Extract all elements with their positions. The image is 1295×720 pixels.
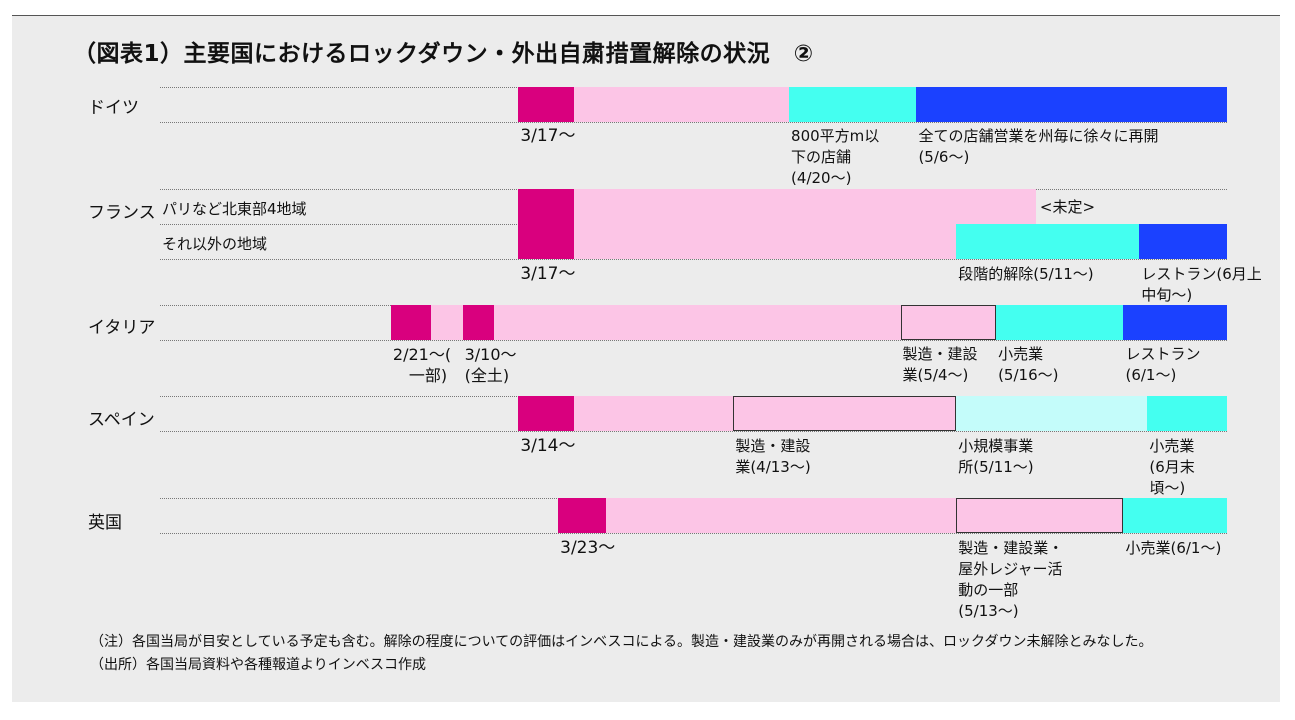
timeline-bar-segment <box>789 87 917 122</box>
timeline-bar-segment <box>1139 224 1227 259</box>
timeline-bar-segment <box>390 305 431 340</box>
timeline-bar-segment <box>574 189 1036 224</box>
timeline-annotation: 小規模事業 所(5/11～) <box>958 437 1034 476</box>
country-label: フランス <box>88 203 156 223</box>
timeline-bar-segment <box>605 498 957 533</box>
chart-title: （図表1）主要国におけるロックダウン・外出自粛措置解除の状況 ② <box>73 41 814 67</box>
row-guide-line <box>160 431 1227 432</box>
timeline-annotation: 3/23～ <box>560 538 616 558</box>
timeline-bar-segment <box>574 87 790 122</box>
timeline-annotation: 製造・建設 業(4/13～) <box>735 437 811 476</box>
timeline-bar-segment <box>574 224 957 259</box>
timeline-bar-segment <box>462 305 495 340</box>
timeline-bar-segment <box>518 87 575 122</box>
timeline-bar-segment <box>996 305 1124 340</box>
timeline-annotation: 3/17～ <box>520 126 576 146</box>
timeline-bar-segment <box>956 396 1148 431</box>
country-label: イタリア <box>88 318 156 338</box>
region-label: パリなど北東部4地域 <box>162 200 307 218</box>
country-label: 英国 <box>88 513 122 533</box>
timeline-bar-segment <box>956 224 1140 259</box>
timeline-bar-segment <box>1123 498 1227 533</box>
row-guide-line <box>160 340 1227 341</box>
footnote: （注）各国当局が目安としている予定も含む。解除の程度についての評価はインベスコに… <box>90 634 1153 650</box>
timeline-bar-segment <box>1147 396 1227 431</box>
row-guide-line <box>160 259 1227 260</box>
timeline-bar-segment <box>574 396 734 431</box>
row-guide-line <box>160 122 1227 123</box>
source-note: （出所）各国当局資料や各種報道よりインベスコ作成 <box>90 657 426 673</box>
timeline-bar-segment <box>956 498 1124 533</box>
country-label: スペイン <box>88 410 155 430</box>
timeline-annotation: 800平方m以 下の店舗 (4/20～) <box>791 127 880 187</box>
timeline-annotation: レストラン (6/1～) <box>1125 345 1201 384</box>
timeline-annotation: 3/10～ (全土) <box>464 345 517 385</box>
timeline-bar-segment <box>1123 305 1227 340</box>
row-guide-line <box>160 533 1227 534</box>
timeline-annotation: 小売業 (6月末 頃～) <box>1149 437 1195 497</box>
timeline-annotation: 製造・建設業・ 屋外レジャー活 動の一部 (5/13～) <box>958 539 1064 620</box>
timeline-annotation: 小売業 (5/16～) <box>998 345 1059 384</box>
timeline-bar-segment <box>430 305 463 340</box>
timeline-bar-segment <box>518 396 575 431</box>
timeline-annotation: 小売業(6/1～) <box>1125 539 1222 557</box>
top-rule <box>12 15 1280 16</box>
timeline-bar-segment <box>558 498 606 533</box>
timeline-annotation: レストラン(6月上 中旬～) <box>1141 265 1262 304</box>
timeline-bar-segment <box>916 87 1227 122</box>
timeline-bar-segment <box>900 305 997 340</box>
region-label: それ以外の地域 <box>162 235 268 253</box>
timeline-annotation: 段階的解除(5/11～) <box>958 265 1094 283</box>
chart-panel <box>12 16 1280 702</box>
timeline-bar-segment <box>518 224 575 259</box>
timeline-bar-segment <box>733 396 957 431</box>
timeline-annotation: 製造・建設 業(5/4～) <box>902 345 978 384</box>
timeline-bar-segment <box>518 189 575 224</box>
timeline-annotation: 全ての店舗営業を州毎に徐々に再開 (5/6～) <box>918 127 1159 166</box>
country-label: ドイツ <box>88 98 139 118</box>
timeline-annotation: 3/17～ <box>520 264 576 284</box>
timeline-bar-segment <box>494 305 901 340</box>
timeline-annotation: 3/14～ <box>520 436 576 456</box>
timeline-annotation: 2/21～( 一部) <box>392 345 452 385</box>
pending-label: <未定> <box>1039 198 1096 216</box>
